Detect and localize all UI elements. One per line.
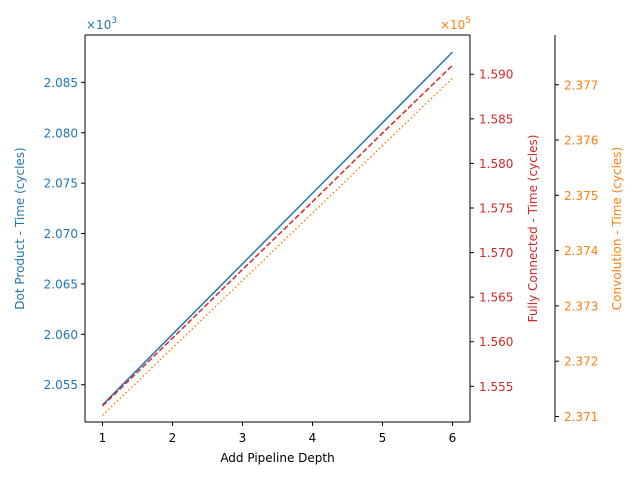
right-y-tick-label: 1.575 xyxy=(479,201,513,215)
axes-layer: 1 2 3 4 5 6 Add Pipeline Depth 2.055 2.060 2.065 2… xyxy=(13,16,624,465)
far-right-y-tick-label: 2.374 xyxy=(564,244,598,258)
far-right-y-axis-label: Convolution - Time (cycles) xyxy=(610,147,624,310)
x-tick-label: 5 xyxy=(379,431,387,445)
far-right-y-tick-label: 2.377 xyxy=(564,78,598,92)
series-layer xyxy=(101,51,454,416)
right-series-line xyxy=(101,64,454,407)
left-y-tick-label: 2.085 xyxy=(44,76,78,90)
far-right-y-tick-label: 2.372 xyxy=(564,355,598,369)
right-y-tick-label: 1.570 xyxy=(479,246,513,260)
left-offset-label: ×103 xyxy=(86,16,117,32)
far-right-y-tick-label: 2.375 xyxy=(564,189,598,203)
left-y-tick-label: 2.055 xyxy=(44,378,78,392)
right-y-tick-label: 1.555 xyxy=(479,380,513,394)
plot-frame xyxy=(84,34,556,423)
left-y-tick-label: 2.075 xyxy=(44,177,78,191)
far-right-y-tick-label: 2.373 xyxy=(564,299,598,313)
far-right-series-line xyxy=(101,77,454,416)
right-y-tick-label: 1.580 xyxy=(479,157,513,171)
left-y-tick-label: 2.065 xyxy=(44,277,78,291)
right-offset-label: ×105 xyxy=(440,16,471,32)
x-tick-label: 1 xyxy=(99,431,107,445)
right-y-tick-label: 1.585 xyxy=(479,112,513,126)
x-tick-label: 4 xyxy=(309,431,317,445)
far-right-y-tick-label: 2.371 xyxy=(564,410,598,424)
right-y-tick-label: 1.565 xyxy=(479,291,513,305)
far-right-y-tick-label: 2.376 xyxy=(564,134,598,148)
right-y-tick-label: 1.560 xyxy=(479,335,513,349)
left-series-line xyxy=(101,51,454,406)
left-y-tick-label: 2.080 xyxy=(44,126,78,140)
x-tick-label: 2 xyxy=(169,431,177,445)
left-y-tick-label: 2.060 xyxy=(44,328,78,342)
left-y-axis-label: Dot Product - Time (cycles) xyxy=(13,147,27,309)
x-tick-label: 6 xyxy=(449,431,457,445)
right-y-tick-label: 1.590 xyxy=(479,68,513,82)
x-axis-label: Add Pipeline Depth xyxy=(220,451,334,465)
x-tick-label: 3 xyxy=(239,431,247,445)
left-y-tick-label: 2.070 xyxy=(44,227,78,241)
right-y-axis-label: Fully Connected - Time (cycles) xyxy=(526,135,540,323)
